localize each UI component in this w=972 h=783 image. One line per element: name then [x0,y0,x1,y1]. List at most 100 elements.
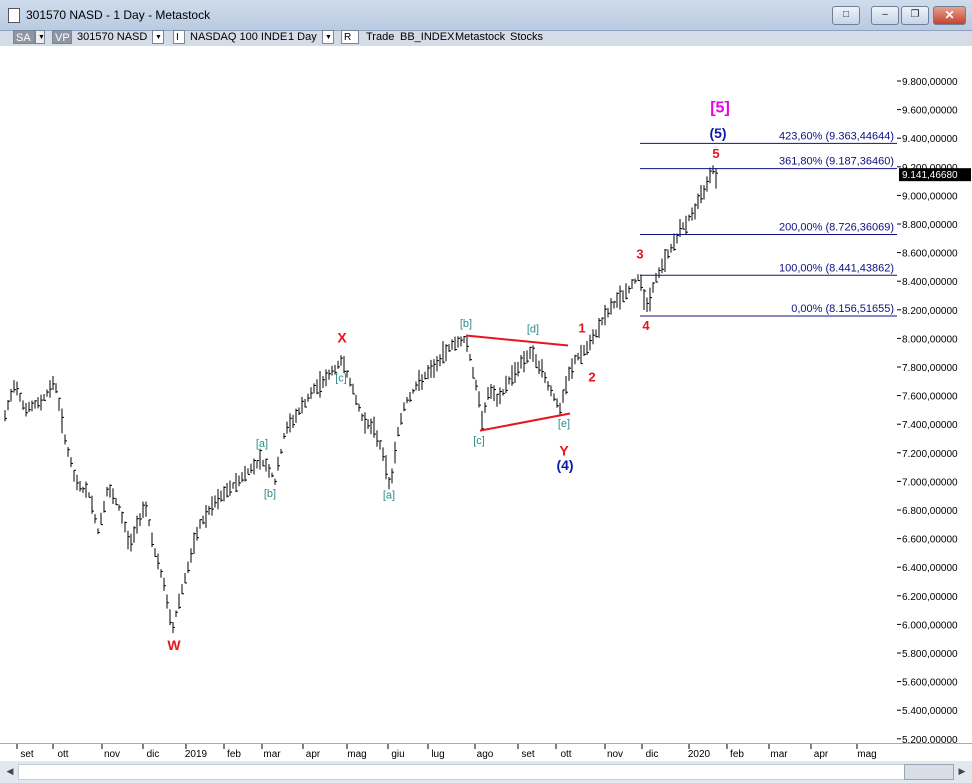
wave-label-y: Y [559,443,569,459]
triangle-lower-line [479,412,571,432]
price-label: 9.800,00000 [902,77,958,88]
price-label: 9.000,00000 [902,191,958,202]
restore-button[interactable]: ❐ [901,6,929,25]
wave-label-c3: [c] [473,435,485,447]
period-chevron-down-icon[interactable]: ▼ [322,30,334,44]
wave-label-c1: [c] [335,372,347,384]
chevron-down-icon[interactable]: ▼ [152,30,164,44]
sa-button[interactable]: SA [13,30,35,44]
month-label: feb [730,749,744,760]
document-icon [8,8,20,23]
scroll-right-icon[interactable]: ▶ [958,766,966,776]
month-label: dic [147,749,160,760]
price-label: 7.600,00000 [902,392,958,403]
wave-label-p5: [5] [710,99,730,116]
wave-label-b1: [b] [264,488,276,500]
month-label: apr [306,749,321,760]
price-axis: 9.800,000009.600,000009.400,000009.200,0… [897,46,972,746]
month-label: giu [391,749,404,760]
window-title: 301570 NASD - 1 Day - Metastock [26,8,211,22]
wave-label-w5: 5 [712,146,719,161]
current-price-box [899,168,971,182]
price-label: 8.000,00000 [902,334,958,345]
month-label: set [20,749,34,760]
date-axis-canvas: set ott nov dic 2019 feb mar apr mag giu lug ago set… [16,744,877,760]
wave-label-w2: 2 [588,369,595,384]
month-label: 2019 [185,749,208,760]
price-label: 5.600,00000 [902,678,958,689]
r-box[interactable]: R [341,30,359,44]
price-bars [4,165,718,634]
fib-level-label: 361,80% (9.187,36460) [779,156,894,168]
wave-label-b3: [b] [460,318,472,330]
price-label: 7.800,00000 [902,363,958,374]
price-label: 6.200,00000 [902,592,958,603]
title-bar: 301570 NASD - 1 Day - Metastock □ – ❐ ✕ [0,0,972,31]
index-name[interactable]: NASDAQ 100 INDE [190,31,288,43]
price-label: 8.600,00000 [902,249,958,260]
month-label: ott [57,749,68,760]
wave-label-d3: [d] [527,324,539,336]
wave-label-w3: 3 [636,246,643,261]
stocks-label[interactable]: Stocks [510,31,544,43]
price-chart-canvas: 423,60% (9.363,44644) 361,80% (9.187,3646… [4,99,897,653]
month-label: ago [477,749,494,760]
month-label: mar [263,749,281,760]
price-label: 5.400,00000 [902,706,958,717]
scroll-track[interactable] [18,764,906,780]
wave-label-i4: (4) [556,457,573,473]
horizontal-scrollbar[interactable]: ◀ ▶ [0,761,972,783]
price-label: 7.200,00000 [902,449,958,460]
bbindex-label[interactable]: BB_INDEX [400,31,455,43]
wave-label-w: W [167,637,181,653]
price-label: 6.000,00000 [902,620,958,631]
fib-level-label: 423,60% (9.363,44644) [779,130,894,142]
month-label: lug [431,749,444,760]
close-button[interactable]: ✕ [933,6,966,25]
wave-label-x: X [337,330,347,346]
month-label: set [521,749,535,760]
wave-label-e3: [e] [558,418,570,430]
month-label: feb [227,749,241,760]
wave-label-a1: [a] [256,438,268,450]
price-label: 9.400,00000 [902,134,958,145]
wave-label-i5: (5) [709,125,726,141]
month-label: mag [857,749,876,760]
month-label: dic [646,749,659,760]
month-label: 2020 [688,749,711,760]
fib-level-label: 100,00% (8.441,43862) [779,262,894,274]
month-label: mar [770,749,788,760]
collapse-button[interactable]: – [871,6,899,25]
month-label: ott [560,749,571,760]
month-label: nov [607,749,623,760]
price-label: 9.600,00000 [902,106,958,117]
fib-level-label: 0,00% (8.156,51655) [791,303,894,315]
period-label[interactable]: 1 Day [288,31,317,43]
price-label: 8.800,00000 [902,220,958,231]
triangle-upper-line [465,334,569,347]
security-name[interactable]: 301570 NASD [77,31,148,43]
price-chart[interactable]: 423,60% (9.363,44644) 361,80% (9.187,3646… [0,46,897,743]
price-label: 5.200,00000 [902,735,958,743]
price-label: 8.200,00000 [902,306,958,317]
price-label: 7.400,00000 [902,420,958,431]
wave-label-w4: 4 [642,318,650,333]
scroll-left-icon[interactable]: ◀ [6,766,14,776]
vp-button[interactable]: VP [52,30,72,44]
fib-level-label: 200,00% (8.726,36069) [779,222,894,234]
metastock-label[interactable]: Metastock [455,31,506,43]
wave-label-w1: 1 [578,321,585,336]
trade-label[interactable]: Trade [366,31,395,43]
month-label: nov [104,749,120,760]
price-axis-canvas: 9.800,000009.600,000009.400,000009.200,0… [897,77,971,746]
indicator-box[interactable]: I [173,30,185,44]
price-label: 6.800,00000 [902,506,958,517]
minimize-button[interactable]: □ [832,6,860,25]
price-label: 6.400,00000 [902,563,958,574]
wave-label-a2: [a] [383,490,395,502]
price-label: 8.400,00000 [902,277,958,288]
sa-dropdown-icon[interactable]: ▼ [35,30,45,44]
scroll-thumb[interactable] [904,764,954,780]
price-label: 6.600,00000 [902,535,958,546]
price-label: 7.000,00000 [902,477,958,488]
